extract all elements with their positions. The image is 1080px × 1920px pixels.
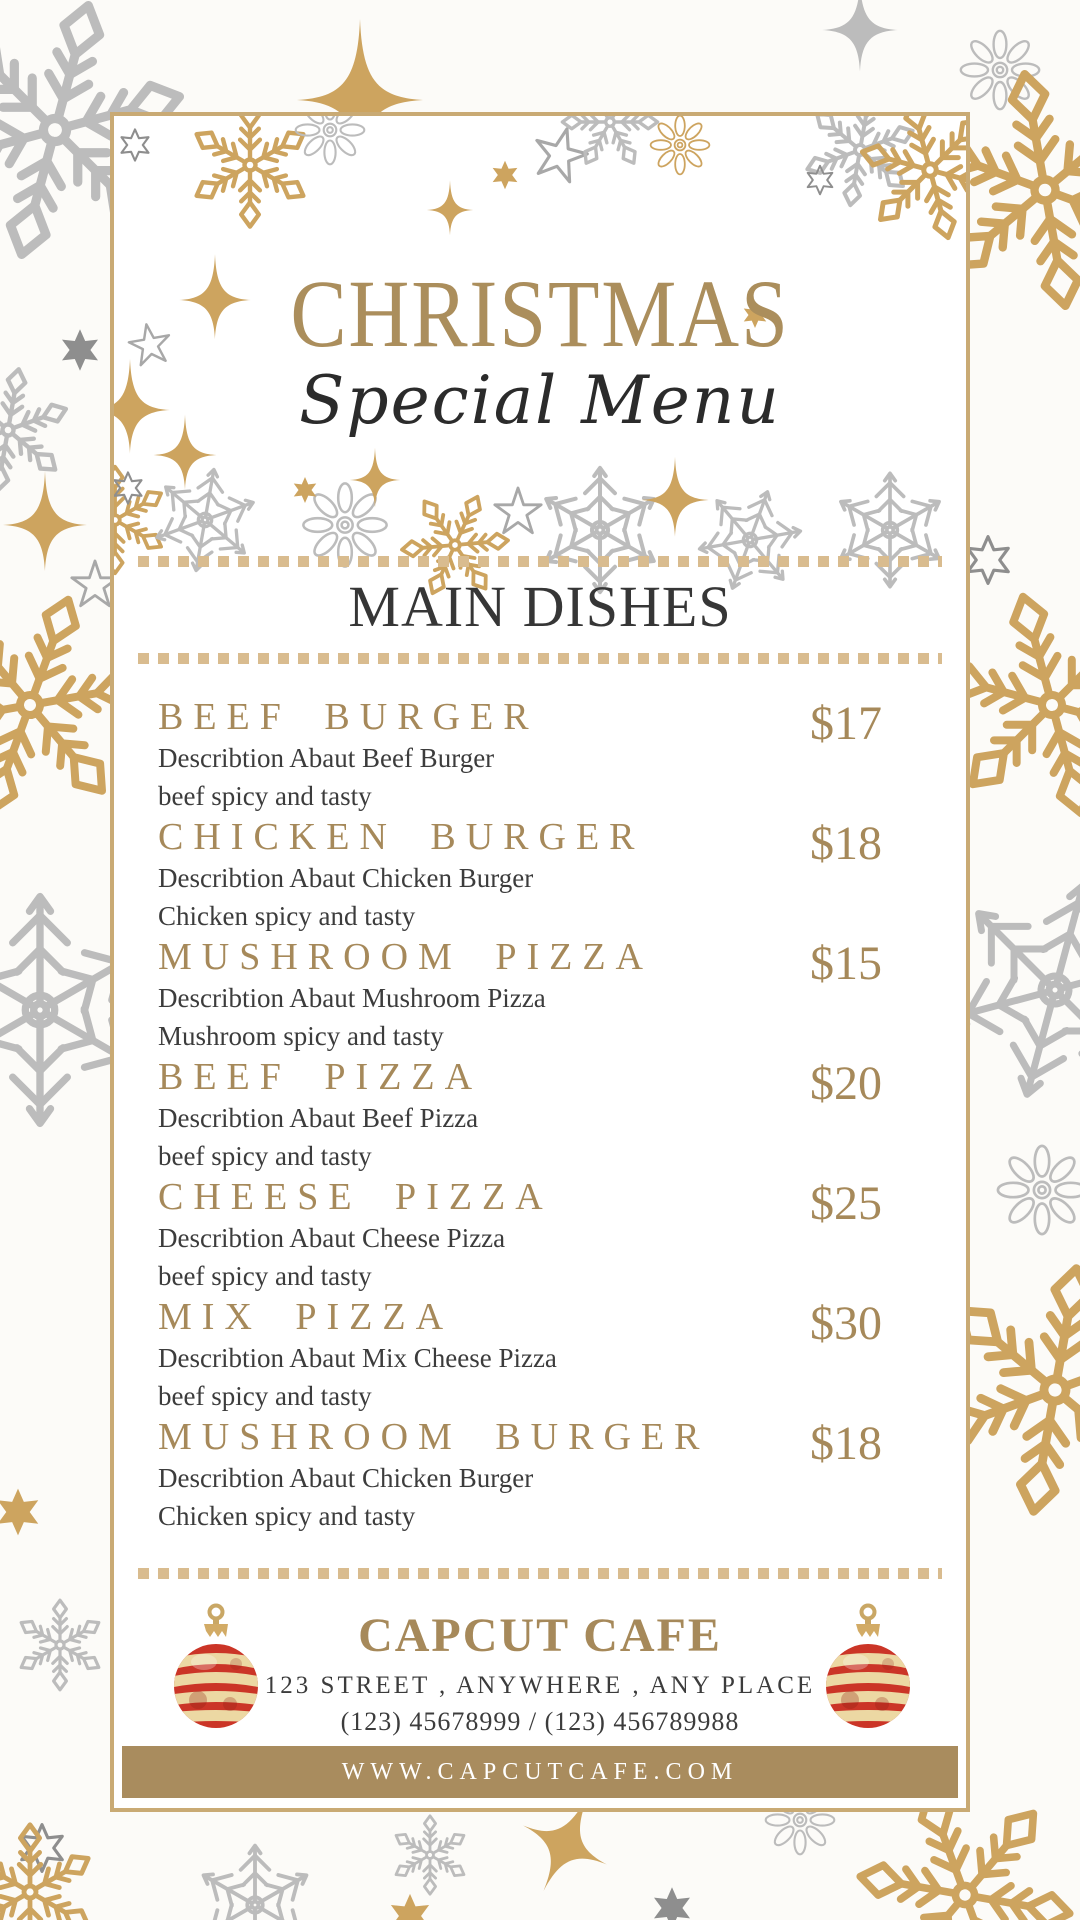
- cafe-info: CAPCUT CAFE 123 STREET , ANYWHERE , ANY …: [114, 1606, 966, 1740]
- star-icon: [0, 1489, 38, 1536]
- snowflake-icon: [294, 116, 366, 166]
- menu-item-description: Describtion Abaut Cheese Pizza: [158, 1223, 506, 1253]
- menu-item-description: Describtion Abaut Beef Burger: [158, 743, 495, 773]
- snowflake-icon: [649, 116, 711, 176]
- dotted-divider: [138, 653, 942, 664]
- snowflake-icon: [393, 1816, 467, 1894]
- menu-item-list: BEEF BURGER Describtion Abaut Beef Burge…: [158, 694, 926, 1534]
- menu-item: MUSHROOM BURGER Describtion Abaut Chicke…: [158, 1414, 926, 1534]
- star-icon: [62, 329, 98, 371]
- sparkle-star-icon: [3, 471, 87, 571]
- menu-item: BEEF BURGER Describtion Abaut Beef Burge…: [158, 694, 926, 814]
- section-title: MAIN DISHES: [348, 574, 732, 639]
- menu-item-name: MIX PIZZA: [158, 1296, 454, 1338]
- menu-item-description: Describtion Abaut Mix Cheese Pizza: [158, 1343, 557, 1373]
- menu-item-name: CHEESE PIZZA: [158, 1176, 553, 1218]
- menu-item-name: BEEF PIZZA: [158, 1056, 483, 1098]
- christmas-bauble-icon: [818, 1602, 918, 1734]
- snowflake-icon: [959, 29, 1041, 111]
- menu-item-price: $15: [810, 937, 882, 990]
- cafe-address: 123 STREET , ANYWHERE , ANY PLACE: [264, 1672, 816, 1699]
- menu-item-description: Describtion Abaut Chicken Burger: [158, 863, 534, 893]
- snowflake-icon: [0, 359, 76, 501]
- snowflake-icon: [196, 1846, 313, 1920]
- menu-item-description: Describtion Abaut Beef Pizza: [158, 1103, 479, 1133]
- menu-item-description: beef spicy and tasty: [158, 1141, 372, 1171]
- sparkle-star-icon: [349, 447, 401, 508]
- website-url: WWW.CAPCUTCAFE.COM: [341, 1758, 739, 1785]
- menu-item: CHEESE PIZZA Describtion Abaut Cheese Pi…: [158, 1174, 926, 1294]
- menu-card: CHRISTMAS Special Menu MAIN DISHES BEEF …: [110, 112, 970, 1812]
- menu-item-name: CHICKEN BURGER: [158, 816, 645, 858]
- cafe-name: CAPCUT CAFE: [358, 1609, 722, 1662]
- snowflake-icon: [18, 1600, 103, 1690]
- star-icon: [122, 129, 149, 160]
- menu-item-price: $18: [810, 817, 882, 870]
- dotted-divider: [138, 556, 942, 567]
- menu-item: CHICKEN BURGER Describtion Abaut Chicken…: [158, 814, 926, 934]
- star-icon: [294, 477, 317, 503]
- snowflake-icon: [0, 1825, 94, 1920]
- menu-item: BEEF PIZZA Describtion Abaut Beef Pizza …: [158, 1054, 926, 1174]
- menu-item-price: $18: [810, 1417, 882, 1470]
- menu-item-description: Chicken spicy and tasty: [158, 1501, 416, 1531]
- menu-item-price: $30: [810, 1297, 882, 1350]
- menu-item-description: Describtion Abaut Mushroom Pizza: [158, 983, 546, 1013]
- cafe-phones: (123) 45678999 / (123) 456789988: [340, 1707, 740, 1736]
- menu-item-description: Mushroom spicy and tasty: [158, 1021, 444, 1051]
- star-icon: [493, 486, 543, 535]
- menu-item-description: Describtion Abaut Chicken Burger: [158, 1463, 534, 1493]
- menu-item: MIX PIZZA Describtion Abaut Mix Cheese P…: [158, 1294, 926, 1414]
- menu-subtitle: Special Menu: [299, 362, 781, 439]
- menu-item-description: beef spicy and tasty: [158, 781, 372, 811]
- menu-item-price: $20: [810, 1057, 882, 1110]
- sparkle-star-icon: [822, 0, 898, 72]
- snowflake-icon: [996, 1144, 1080, 1236]
- menu-item-description: Chicken spicy and tasty: [158, 901, 416, 931]
- star-icon: [391, 1894, 429, 1920]
- sparkle-star-icon: [426, 180, 474, 236]
- menu-item-name: MUSHROOM BURGER: [158, 1416, 710, 1458]
- menu-item-name: BEEF BURGER: [158, 696, 539, 738]
- star-icon: [968, 537, 1009, 584]
- snowflake-icon: [192, 116, 309, 227]
- star-icon: [654, 1887, 690, 1920]
- menu-title: CHRISTMAS: [290, 260, 790, 367]
- christmas-bauble-icon: [166, 1602, 266, 1734]
- star-icon: [493, 161, 518, 190]
- website-bar: WWW.CAPCUTCAFE.COM: [122, 1746, 958, 1798]
- dotted-divider: [138, 1568, 942, 1579]
- menu-item-description: beef spicy and tasty: [158, 1261, 372, 1291]
- star-icon: [527, 120, 594, 186]
- menu-item-name: MUSHROOM PIZZA: [158, 936, 653, 978]
- menu-header: CHRISTMAS Special Menu: [114, 264, 966, 444]
- menu-item-price: $25: [810, 1177, 882, 1230]
- menu-item-description: beef spicy and tasty: [158, 1381, 372, 1411]
- menu-item-price: $17: [810, 697, 882, 750]
- menu-item: MUSHROOM PIZZA Describtion Abaut Mushroo…: [158, 934, 926, 1054]
